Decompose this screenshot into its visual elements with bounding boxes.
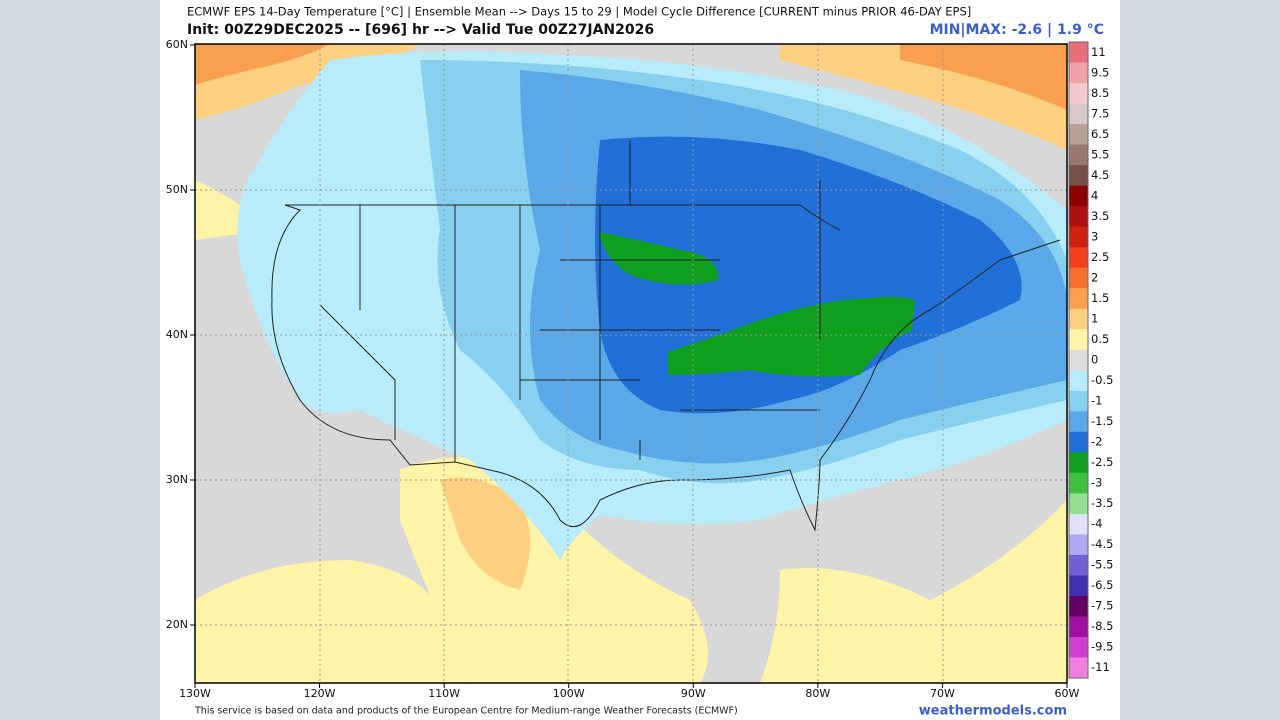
colorbar-swatch bbox=[1069, 472, 1088, 494]
colorbar-label: -1 bbox=[1091, 394, 1102, 408]
colorbar-swatch bbox=[1069, 452, 1088, 474]
lat-label: 50N bbox=[166, 183, 188, 196]
colorbar-swatch bbox=[1069, 370, 1088, 392]
lat-label: 40N bbox=[166, 328, 188, 341]
colorbar-swatch bbox=[1069, 308, 1088, 330]
colorbar-label: -7.5 bbox=[1091, 599, 1113, 613]
lon-label: 60W bbox=[1055, 687, 1080, 700]
lon-label: 100W bbox=[553, 687, 585, 700]
colorbar-label: 8.5 bbox=[1091, 86, 1109, 100]
colorbar-swatch bbox=[1069, 165, 1088, 187]
colorbar-swatch bbox=[1069, 636, 1088, 658]
lat-label: 20N bbox=[166, 618, 188, 631]
colorbar-label: -2.5 bbox=[1091, 455, 1113, 469]
colorbar-label: 4.5 bbox=[1091, 168, 1109, 182]
cold-area bbox=[598, 232, 719, 285]
colorbar-swatch bbox=[1069, 144, 1088, 166]
colorbar-label: 0.5 bbox=[1091, 332, 1109, 346]
colorbar-swatch bbox=[1069, 247, 1088, 269]
colorbar-swatch bbox=[1069, 554, 1088, 576]
colorbar-label: 1.5 bbox=[1091, 291, 1109, 305]
colorbar-swatch bbox=[1069, 411, 1088, 433]
map-frame bbox=[194, 43, 1068, 684]
colorbar-swatch bbox=[1069, 493, 1088, 515]
graticule bbox=[195, 44, 1067, 683]
warm-area bbox=[440, 477, 530, 590]
brand: weathermodels.com bbox=[919, 704, 1067, 719]
colorbar-label: 3.5 bbox=[1091, 209, 1109, 223]
colorbar-swatch bbox=[1069, 513, 1088, 535]
colorbar-swatch bbox=[1069, 329, 1088, 351]
colorbar-label: 0 bbox=[1091, 353, 1098, 367]
colorbar-swatch bbox=[1069, 124, 1088, 146]
colorbar-swatch bbox=[1069, 616, 1088, 638]
colorbar-swatch bbox=[1069, 103, 1088, 125]
lon-label: 90W bbox=[681, 687, 706, 700]
lon-label: 110W bbox=[428, 687, 460, 700]
colorbar-label: -8.5 bbox=[1091, 619, 1113, 633]
colorbar-swatch bbox=[1069, 267, 1088, 289]
colorbar-label: 9.5 bbox=[1091, 65, 1109, 79]
colorbar-label: 3 bbox=[1091, 229, 1098, 243]
colorbar-label: -4.5 bbox=[1091, 537, 1113, 551]
colorbar-swatch bbox=[1069, 185, 1088, 207]
lon-label: 130W bbox=[179, 687, 211, 700]
colorbar-label: -3.5 bbox=[1091, 496, 1113, 510]
warm-area bbox=[900, 44, 1067, 110]
colorbar-swatch bbox=[1069, 288, 1088, 310]
colorbar-label: -1.5 bbox=[1091, 414, 1113, 428]
colorbar-label: 1 bbox=[1091, 311, 1098, 325]
colorbar-swatch bbox=[1069, 83, 1088, 105]
colorbar-label: 11 bbox=[1091, 45, 1106, 59]
colorbar-swatch bbox=[1069, 62, 1088, 84]
colorbar-label: -5.5 bbox=[1091, 558, 1113, 572]
lon-label: 70W bbox=[930, 687, 955, 700]
colorbar-label: 2.5 bbox=[1091, 250, 1109, 264]
warm-area bbox=[195, 560, 470, 683]
cold-area bbox=[668, 296, 915, 377]
lat-label: 30N bbox=[166, 473, 188, 486]
colorbar-swatch bbox=[1069, 42, 1088, 64]
colorbar-swatch bbox=[1069, 226, 1088, 248]
colorbar-label: 4 bbox=[1091, 188, 1098, 202]
axis-labels: 60N 50N 40N 30N 20N 130W 120W 110W 100W 90W 80W 70W… bbox=[166, 38, 1080, 700]
colorbar-label: -2 bbox=[1091, 435, 1102, 449]
title: ECMWF EPS 14-Day Temperature [°C] | Ense… bbox=[187, 5, 971, 19]
colorbar-frame bbox=[1068, 41, 1089, 679]
colorbar-label: -4 bbox=[1091, 517, 1102, 531]
colorbar-label: 5.5 bbox=[1091, 147, 1109, 161]
colorbar-label: -11 bbox=[1091, 660, 1110, 674]
colorbar-swatch bbox=[1069, 431, 1088, 453]
colorbar-swatch bbox=[1069, 349, 1088, 371]
colorbar: 11 9.5 8.5 7.5 6.5 5.5 4.5 4 3.5 3 2.5 2 1.5 1 0.5 0 -0.… bbox=[1068, 41, 1113, 679]
init-line: Init: 00Z29DEC2025 -- [696] hr --> Valid… bbox=[187, 22, 654, 38]
colorbar-label: 7.5 bbox=[1091, 106, 1109, 120]
colorbar-label: 6.5 bbox=[1091, 127, 1109, 141]
colorbar-swatch bbox=[1069, 534, 1088, 556]
map: 60N 50N 40N 30N 20N 130W 120W 110W 100W 90W 80W 70W… bbox=[166, 38, 1080, 700]
lon-label: 120W bbox=[304, 687, 336, 700]
colorbar-swatch bbox=[1069, 657, 1088, 679]
colorbar-label: -0.5 bbox=[1091, 373, 1113, 387]
colorbar-label: 2 bbox=[1091, 270, 1098, 284]
colorbar-label: -3 bbox=[1091, 476, 1102, 490]
lon-label: 80W bbox=[805, 687, 830, 700]
colorbar-swatch bbox=[1069, 575, 1088, 597]
warm-area bbox=[195, 44, 330, 85]
colorbar-label: -6.5 bbox=[1091, 578, 1113, 592]
credit: This service is based on data and produc… bbox=[194, 706, 738, 717]
colorbar-label: -9.5 bbox=[1091, 640, 1113, 654]
warm-area bbox=[760, 500, 1067, 683]
colorbar-swatch bbox=[1069, 206, 1088, 228]
min-max: MIN|MAX: -2.6 | 1.9 °C bbox=[930, 22, 1104, 38]
colorbar-swatch bbox=[1069, 390, 1088, 412]
lat-label: 60N bbox=[166, 38, 188, 51]
colorbar-swatch bbox=[1069, 595, 1088, 617]
